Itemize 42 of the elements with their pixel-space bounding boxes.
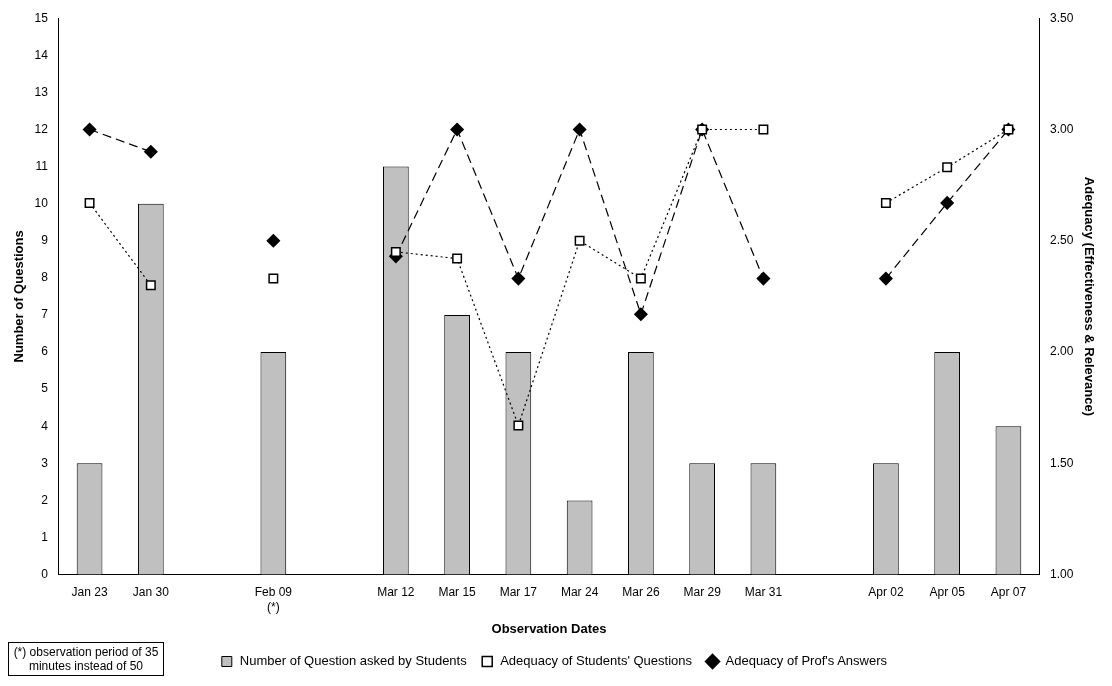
x-tick-label: Jan 23 (71, 585, 108, 600)
x-tick-label: Apr 02 (868, 585, 904, 600)
y2-tick-label: 2.50 (1050, 233, 1074, 248)
y-tick-label: 10 (34, 195, 49, 210)
y-tick-label: 2 (41, 492, 49, 507)
y2-tick-label: 1.00 (1050, 566, 1074, 581)
x-tick-label: Feb 09 (*) (254, 585, 293, 614)
y-tick-label: 11 (35, 158, 49, 173)
legend-label: Adequacy of Students' Questions (500, 653, 693, 669)
y-tick-label: 6 (41, 344, 49, 359)
y-tick-label: 5 (41, 381, 49, 396)
x-tick-label: Mar 31 (744, 585, 783, 600)
y2-tick-label: 1.50 (1050, 455, 1074, 470)
y2-axis-title: Adequacy (Effectiveness & Relevance) (1081, 176, 1097, 416)
y-tick-label: 15 (34, 10, 49, 25)
x-tick-label: Jan 30 (132, 585, 170, 600)
x-tick-label: Mar 15 (438, 585, 477, 600)
x-tick-label: Apr 07 (990, 585, 1027, 600)
x-tick-label: Mar 29 (683, 585, 722, 600)
y2-tick-label: 2.00 (1050, 344, 1074, 359)
y-tick-label: 13 (34, 84, 49, 99)
y2-tick-label: 3.50 (1050, 10, 1074, 25)
x-tick-label: Mar 26 (622, 585, 660, 600)
y-tick-label: 9 (41, 233, 49, 248)
legend-label: Adequacy of Prof's Answers (725, 653, 888, 669)
y-tick-label: 12 (34, 121, 49, 136)
y-tick-label: 7 (41, 307, 49, 322)
x-tick-label: Mar 24 (560, 585, 599, 600)
y-tick-label: 1 (41, 529, 49, 544)
y-tick-label: 8 (41, 270, 49, 285)
x-tick-label: Apr 05 (929, 585, 966, 600)
x-tick-label: Mar 12 (377, 585, 415, 600)
x-axis-title: Observation Dates (491, 620, 607, 636)
y-tick-label: 3 (41, 455, 49, 470)
x-tick-label: Mar 17 (499, 585, 538, 600)
y-axis-title: Number of Questions (11, 230, 27, 363)
y-tick-label: 0 (41, 566, 49, 581)
y-tick-label: 4 (41, 418, 49, 433)
y-tick-label: 14 (34, 47, 49, 62)
y2-tick-label: 3.00 (1050, 121, 1074, 136)
legend-label: Number of Question asked by Students (239, 653, 468, 669)
text: (*) observation period of 35 minutes instead of 50 (8, 642, 164, 676)
